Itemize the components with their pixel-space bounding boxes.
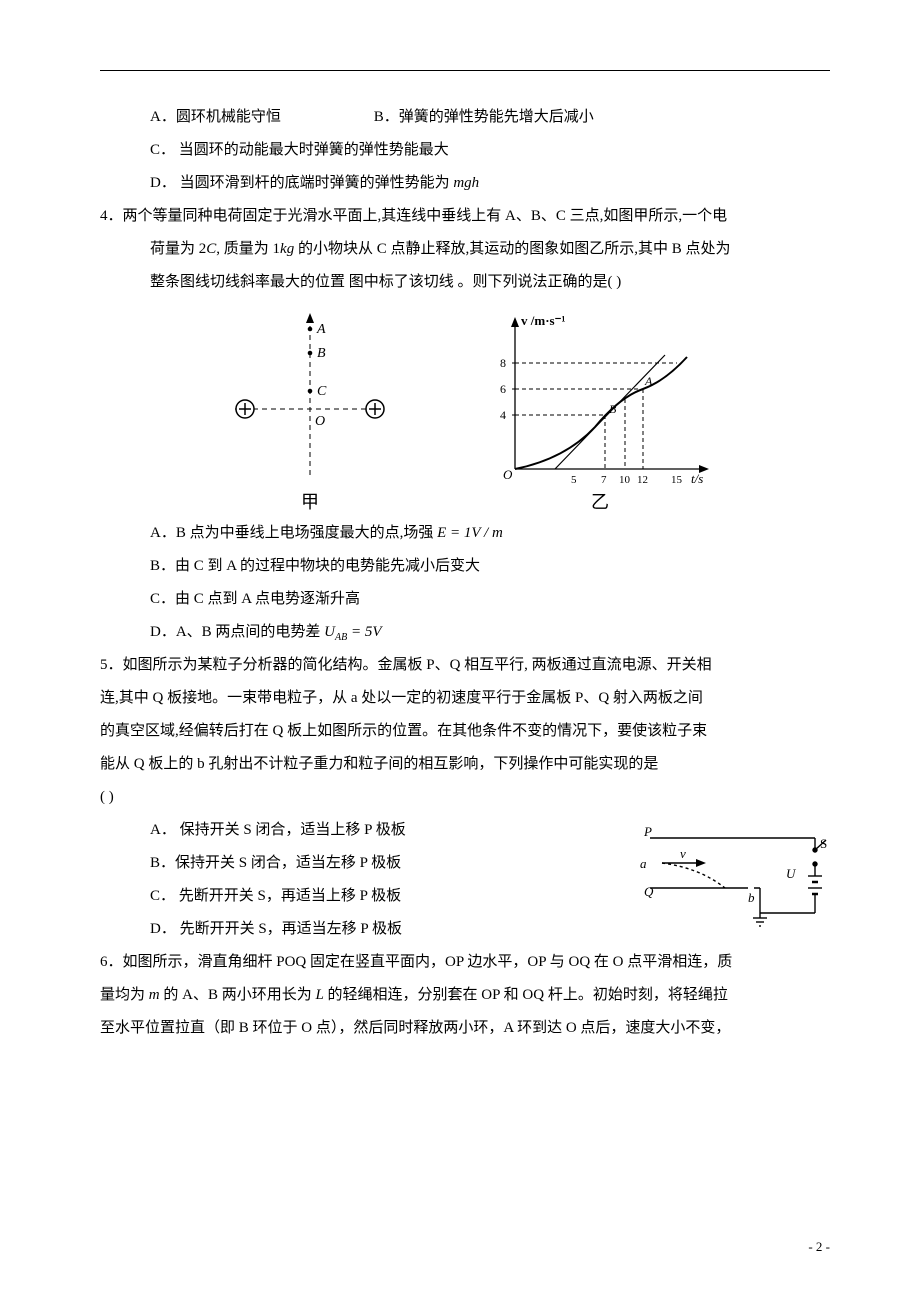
q3-opt-d: D． 当圆环滑到杆的底端时弹簧的弹性势能为 mgh — [100, 167, 830, 200]
q4-s2-p: 的小物块从 C 点静止释放,其运动的图象如图乙所示,其中 B 点处为 — [294, 241, 730, 257]
q4-s2-m: , 质量为 1 — [216, 241, 280, 257]
q6-l2: 量均为 m 的 A、B 两小环用长为 L 的轻绳相连，分别套在 OP 和 OQ … — [100, 979, 830, 1012]
q4-ylabel: v /m·s⁻¹ — [521, 313, 565, 328]
q5-lbl-a: a — [640, 856, 647, 871]
q6-l2-l: L — [315, 987, 323, 1003]
q4-opt-d-text: D．A、B 两点间的电势差 — [150, 624, 324, 640]
q4-opt-d: D．A、B 两点间的电势差 UAB = 5V — [100, 616, 830, 649]
q4-opt-a: A．B 点为中垂线上电场强度最大的点,场强 E = 1V / m — [100, 517, 830, 550]
q5-lbl-q: Q — [644, 884, 654, 899]
q4-label-o: O — [315, 414, 325, 429]
q5-circuit: P Q a b v U S — [630, 818, 830, 941]
q4-label-a: A — [316, 322, 326, 337]
q4-diagram-svg: A B C O — [215, 309, 405, 489]
q3-opt-c: C． 当圆环的动能最大时弹簧的弹性势能最大 — [100, 134, 830, 167]
q5-lbl-u: U — [786, 866, 797, 881]
q4-s2-a: 荷量为 2 — [150, 241, 206, 257]
q6-l2-m: m — [149, 987, 160, 1003]
q4-stem-3: 整条图线切线斜率最大的位置 图中标了该切线 。则下列说法正确的是( ) — [100, 266, 830, 299]
q4-opt-d-eq: = 5V — [347, 624, 381, 640]
q3-opt-d-var: mgh — [453, 175, 479, 191]
q3-opt-a: A．圆环机械能守恒 — [150, 101, 370, 134]
q4-opt-c: C．由 C 点到 A 点电势逐渐升高 — [100, 583, 830, 616]
q4-yt-4: 4 — [500, 408, 506, 422]
q4-opt-a-text: A．B 点为中垂线上电场强度最大的点,场强 — [150, 525, 437, 541]
q6-l1: 6．如图所示，滑直角细杆 POQ 固定在竖直平面内，OP 边水平，OP 与 OQ… — [100, 946, 830, 979]
q4-s2-kg: kg — [280, 241, 294, 257]
q3-opt-b: B．弹簧的弹性势能先增大后减小 — [374, 109, 594, 125]
q3-options-ab: A．圆环机械能守恒 B．弹簧的弹性势能先增大后减小 — [100, 101, 830, 134]
q6-l2-b: 的 A、B 两小环用长为 — [160, 987, 316, 1003]
q5-l2: 连,其中 Q 板接地。一束带电粒子，从 a 处以一定的初速度平行于金属板 P、Q… — [100, 682, 830, 715]
q4-opt-a-eq: E = 1V / m — [437, 525, 503, 541]
q5-l4: 能从 Q 板上的 b 孔射出不计粒子重力和粒子间的相互影响，下列操作中可能实现的… — [100, 748, 830, 781]
q5-lbl-p: P — [643, 824, 652, 839]
q4-xt-5: 5 — [571, 474, 577, 486]
q4-xt-15: 15 — [671, 474, 683, 486]
q4-caption-yi: 乙 — [485, 493, 715, 511]
q4-s2-c: C — [206, 241, 216, 257]
q4-xt-7: 7 — [601, 474, 607, 486]
q5-lbl-v: v — [680, 846, 686, 861]
q6-l3: 至水平位置拉直（即 B 环位于 O 点），然后同时释放两小环，A 环到达 O 点… — [100, 1012, 830, 1045]
q4-caption-jia: 甲 — [215, 493, 405, 511]
q5-l3: 的真空区域,经偏转后打在 Q 板上如图所示的位置。在其他条件不变的情况下，要使该… — [100, 715, 830, 748]
page-number: - 2 - — [808, 1233, 830, 1262]
q6-l2-a: 量均为 — [100, 987, 149, 1003]
q4-graph-svg: v /m·s⁻¹ t/s O 4 6 8 5 7 10 12 — [485, 309, 715, 489]
q4-opt-d-u: U — [324, 624, 335, 640]
q4-stem-2: 荷量为 2C, 质量为 1kg 的小物块从 C 点静止释放,其运动的图象如图乙所… — [100, 233, 830, 266]
q4-pt-b: B — [609, 402, 617, 416]
q4-label-c: C — [317, 384, 327, 399]
q4-yt-6: 6 — [500, 382, 506, 396]
q4-xt-12: 12 — [637, 474, 648, 486]
q4-pt-a: A — [644, 374, 653, 388]
page: A．圆环机械能守恒 B．弹簧的弹性势能先增大后减小 C． 当圆环的动能最大时弹簧… — [0, 0, 920, 1302]
q5-l1: 5．如图所示为某粒子分析器的简化结构。金属板 P、Q 相互平行, 两板通过直流电… — [100, 649, 830, 682]
q5-circuit-svg: P Q a b v U S — [630, 818, 830, 928]
q4-opt-d-sub: AB — [335, 632, 347, 643]
q4-fig-yi: v /m·s⁻¹ t/s O 4 6 8 5 7 10 12 — [485, 309, 715, 511]
q5-l5: ( ) — [100, 781, 830, 814]
header-rule — [100, 70, 830, 71]
q5-lbl-s: S — [820, 836, 827, 851]
q4-opt-b: B．由 C 到 A 的过程中物块的电势能先减小后变大 — [100, 550, 830, 583]
q3-opt-d-text: D． 当圆环滑到杆的底端时弹簧的弹性势能为 — [150, 175, 453, 191]
q4-figures: A B C O 甲 v /m·s⁻¹ — [100, 309, 830, 511]
q4-xlabel: t/s — [691, 471, 703, 486]
q4-fig-jia: A B C O 甲 — [215, 309, 405, 511]
q4-origin: O — [503, 467, 513, 482]
q4-yt-8: 8 — [500, 356, 506, 370]
q4-stem-1: 4．两个等量同种电荷固定于光滑水平面上,其连线中垂线上有 A、B、C 三点,如图… — [100, 200, 830, 233]
q4-label-b: B — [317, 346, 326, 361]
q5-lbl-b: b — [748, 890, 755, 905]
q6-l2-c: 的轻绳相连，分别套在 OP 和 OQ 杆上。初始时刻，将轻绳拉 — [324, 987, 728, 1003]
q4-xt-10: 10 — [619, 474, 631, 486]
